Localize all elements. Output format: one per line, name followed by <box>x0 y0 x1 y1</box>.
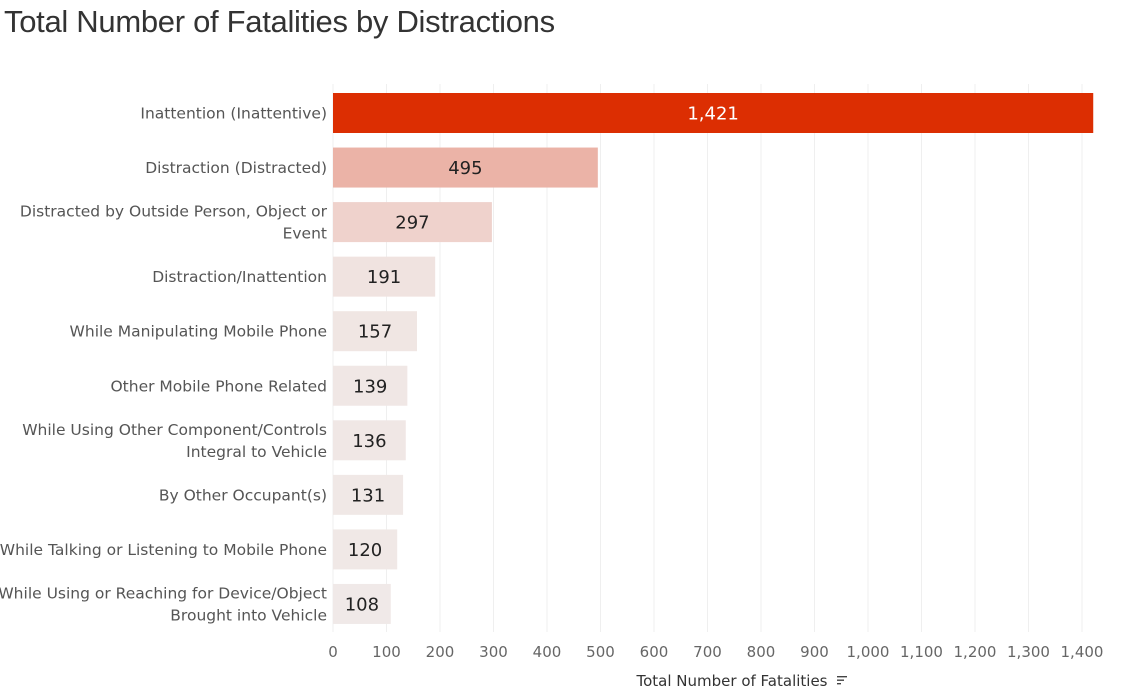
bar[interactable] <box>333 256 436 297</box>
bar[interactable] <box>333 93 1094 133</box>
bar-value-label: 157 <box>358 322 392 343</box>
bar-value-label: 297 <box>395 213 429 234</box>
x-tick-label: 800 <box>747 643 776 661</box>
x-tick-label: 1,100 <box>900 643 943 661</box>
bar-value-label: 136 <box>352 431 386 452</box>
bar[interactable] <box>333 311 417 352</box>
x-tick-label: 300 <box>479 643 508 661</box>
bar[interactable] <box>333 202 492 243</box>
category-label: While Using or Reaching for Device/Objec… <box>0 584 327 624</box>
category-label: Other Mobile Phone Related <box>110 377 327 395</box>
bar-value-label: 131 <box>351 485 385 506</box>
bar-value-label: 1,421 <box>687 104 739 125</box>
category-label: While Talking or Listening to Mobile Pho… <box>0 541 327 559</box>
x-tick-label: 0 <box>328 643 338 661</box>
sort-descending-icon[interactable] <box>837 676 847 685</box>
x-tick-label: 600 <box>640 643 669 661</box>
x-tick-label: 900 <box>800 643 829 661</box>
bar[interactable] <box>333 529 398 570</box>
x-tick-label: 200 <box>426 643 455 661</box>
category-label: While Using Other Component/Controls Inte… <box>22 421 327 461</box>
bar-value-label: 495 <box>448 158 482 179</box>
x-tick-label: 700 <box>693 643 722 661</box>
x-tick-label: 1,300 <box>1007 643 1050 661</box>
bar-value-label: 191 <box>367 267 401 288</box>
x-tick-label: 1,400 <box>1061 643 1104 661</box>
category-label: Distraction (Distracted) <box>145 159 327 177</box>
x-tick-label: 1,200 <box>954 643 997 661</box>
bar-value-label: 120 <box>348 540 382 561</box>
bar-value-label: 139 <box>353 376 387 397</box>
bar[interactable] <box>333 583 391 624</box>
x-tick-label: 500 <box>586 643 615 661</box>
x-tick-label: 1,000 <box>847 643 890 661</box>
x-tick-label: 400 <box>533 643 562 661</box>
bar-value-label: 108 <box>345 594 379 615</box>
bar[interactable] <box>333 365 408 406</box>
chart-title: Total Number of Fatalities by Distractio… <box>4 4 555 39</box>
bar[interactable] <box>333 147 598 188</box>
category-label: Distracted by Outside Person, Object or E… <box>20 203 328 243</box>
category-label: Inattention (Inattentive) <box>140 105 327 123</box>
category-label: While Manipulating Mobile Phone <box>70 323 327 341</box>
bar[interactable] <box>333 420 406 461</box>
x-axis-title: Total Number of Fatalities <box>636 672 828 690</box>
category-label: By Other Occupant(s) <box>159 486 327 504</box>
category-label: Distraction/Inattention <box>152 268 327 286</box>
bar[interactable] <box>333 474 404 515</box>
x-tick-label: 100 <box>372 643 401 661</box>
